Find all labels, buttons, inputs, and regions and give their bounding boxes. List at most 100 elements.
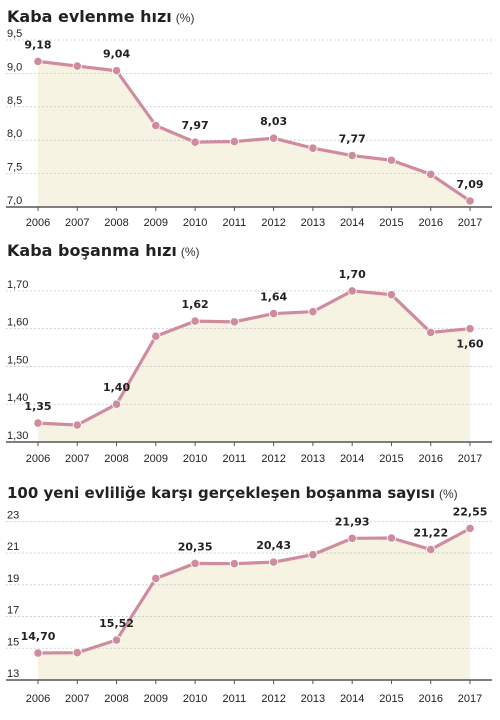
data-point — [33, 56, 43, 66]
data-label: 1,64 — [260, 291, 287, 304]
x-tick-label: 2014 — [340, 453, 364, 465]
x-tick-label: 2011 — [223, 693, 247, 705]
x-tick-label: 2011 — [223, 217, 247, 229]
data-label: 9,18 — [24, 38, 51, 51]
chart-panel-3: 100 yeni evliliğe karşı gerçekleşen boşa… — [6, 484, 492, 705]
data-point — [269, 308, 279, 319]
y-tick-label: 21 — [7, 541, 19, 553]
data-label: 8,03 — [260, 115, 287, 128]
data-point — [308, 307, 318, 317]
x-tick-label: 2014 — [340, 693, 364, 705]
data-point — [426, 169, 436, 179]
x-tick-label: 2014 — [340, 217, 364, 229]
series-line — [36, 526, 472, 655]
data-point — [111, 66, 122, 76]
y-tick-label: 9,0 — [7, 61, 22, 73]
data-point — [190, 558, 200, 568]
x-tick-label: 2012 — [261, 217, 285, 229]
data-point — [190, 316, 200, 326]
x-tick-label: 2010 — [183, 217, 207, 229]
y-tick-label: 13 — [7, 668, 19, 680]
data-point — [347, 150, 357, 161]
data-label: 1,40 — [103, 381, 130, 394]
x-tick-label: 2017 — [458, 693, 482, 705]
data-point — [72, 648, 82, 658]
y-tick-label: 1,30 — [7, 430, 28, 442]
data-point — [386, 155, 397, 165]
data-point — [426, 327, 436, 338]
data-point — [308, 550, 318, 560]
y-tick-label: 19 — [7, 573, 19, 585]
data-label: 20,35 — [178, 540, 213, 553]
x-tick-label: 2013 — [301, 453, 325, 465]
data-point — [229, 317, 239, 327]
data-point — [111, 399, 122, 409]
y-tick-label: 1,40 — [7, 392, 28, 404]
x-tick-label: 2012 — [261, 453, 285, 465]
data-point — [465, 196, 475, 206]
data-label: 7,77 — [339, 133, 366, 146]
y-tick-label: 1,60 — [7, 317, 28, 329]
x-tick-label: 2006 — [26, 453, 50, 465]
x-tick-label: 2008 — [104, 693, 128, 705]
data-label: 1,62 — [182, 298, 209, 311]
x-tick-label: 2007 — [65, 217, 89, 229]
series-line — [36, 59, 472, 203]
data-point — [347, 286, 357, 296]
y-tick-label: 7,0 — [7, 195, 22, 207]
x-tick-label: 2009 — [144, 453, 168, 465]
data-point — [72, 61, 82, 71]
x-tick-label: 2010 — [183, 693, 207, 705]
data-point — [386, 533, 397, 543]
x-tick-label: 2010 — [183, 453, 207, 465]
x-tick-label: 2009 — [144, 217, 168, 229]
data-point — [269, 557, 279, 567]
x-tick-label: 2007 — [65, 453, 89, 465]
x-tick-label: 2006 — [26, 217, 50, 229]
y-tick-label: 15 — [7, 636, 19, 648]
y-tick-label: 23 — [7, 509, 19, 521]
data-point — [33, 648, 43, 658]
y-tick-label: 17 — [7, 605, 19, 617]
x-tick-label: 2012 — [261, 693, 285, 705]
chart-title: 100 yeni evliliğe karşı gerçekleşen boşa… — [7, 484, 458, 502]
x-tick-label: 2011 — [223, 453, 247, 465]
data-point — [269, 133, 279, 143]
y-tick-label: 8,0 — [7, 128, 22, 140]
x-tick-label: 2015 — [379, 217, 403, 229]
data-point — [308, 143, 318, 153]
data-label: 7,97 — [182, 119, 209, 132]
chart-unit: (%) — [176, 11, 195, 25]
x-tick-label: 2015 — [379, 693, 403, 705]
data-point — [151, 331, 161, 341]
x-tick-label: 2006 — [26, 693, 50, 705]
chart-unit: (%) — [181, 245, 200, 259]
chart-panel-1: Kaba evlenme hızı (%) 9,5 9,0 8,5 8,0 7,5 7,0 20… — [6, 7, 492, 229]
y-tick-label: 7,5 — [7, 162, 22, 174]
x-tick-label: 2017 — [458, 217, 482, 229]
data-label: 20,43 — [256, 539, 291, 552]
chart-panel-2: Kaba boşanma hızı (%) 1,70 1,60 1,50 1,40 1,30… — [6, 241, 492, 465]
x-tick-label: 2016 — [418, 693, 442, 705]
data-point — [151, 573, 161, 584]
x-tick-label: 2009 — [144, 693, 168, 705]
data-point — [426, 544, 436, 555]
data-point — [347, 533, 357, 543]
area-fill — [38, 61, 470, 207]
x-tick-label: 2016 — [418, 217, 442, 229]
data-point — [229, 559, 239, 569]
x-tick-label: 2008 — [104, 453, 128, 465]
chart-title: Kaba boşanma hızı (%) — [7, 241, 200, 260]
area-fill — [38, 528, 470, 680]
data-point — [229, 136, 239, 147]
data-label: 7,09 — [456, 178, 483, 191]
data-label: 22,55 — [453, 505, 488, 518]
data-point — [33, 418, 43, 428]
y-tick-label: 1,50 — [7, 354, 28, 366]
data-point — [190, 137, 200, 147]
x-tick-label: 2013 — [301, 693, 325, 705]
chart-title: Kaba evlenme hızı (%) — [7, 7, 194, 26]
chart-unit: (%) — [439, 487, 458, 501]
data-point — [151, 120, 161, 131]
